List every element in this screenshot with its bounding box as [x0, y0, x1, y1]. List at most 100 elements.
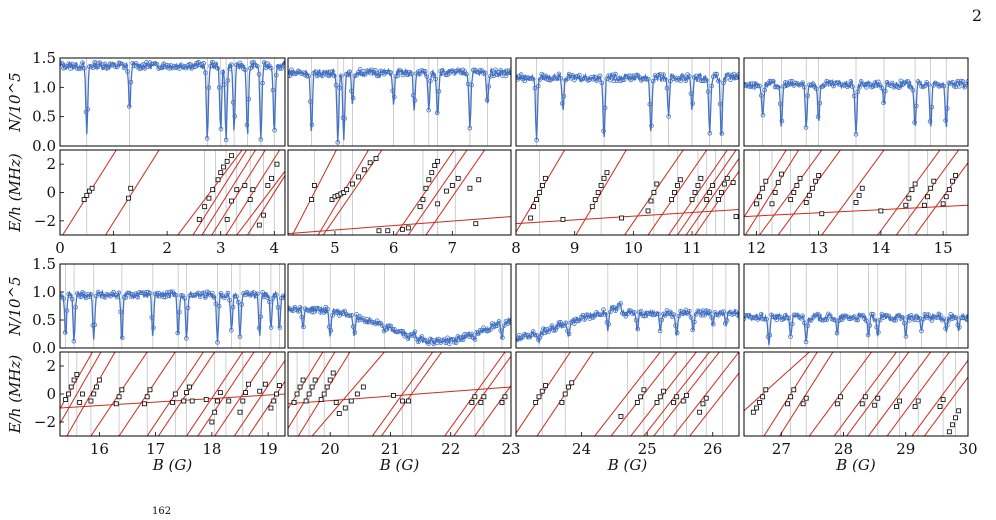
binding-energy-point — [856, 192, 862, 198]
atom-number-point — [125, 290, 130, 296]
atom-number-point — [288, 73, 293, 79]
fit-line — [877, 150, 941, 235]
atom-number-point — [92, 322, 97, 328]
atom-number-point — [244, 122, 250, 128]
atom-number-point — [337, 85, 342, 91]
atom-number-point — [297, 305, 303, 310]
binding-energy-point — [692, 190, 698, 195]
atom-number-point — [758, 311, 764, 317]
atom-number-point — [426, 341, 431, 346]
binding-energy-point — [246, 381, 251, 387]
binding-energy-point — [206, 195, 212, 201]
atom-number-point — [62, 330, 68, 335]
fit-line — [236, 170, 285, 235]
x-tick-label: 4 — [270, 239, 280, 257]
atom-number-point — [203, 295, 208, 300]
binding-energy-point — [674, 183, 680, 188]
atom-number-point — [106, 65, 111, 70]
atom-number-point — [901, 320, 907, 326]
y-tick-label: 0.5 — [32, 108, 56, 126]
panel-r4-c4: 27 28 29 30 B (G) — [743, 351, 978, 474]
atom-number-point — [697, 73, 702, 79]
atom-number-point — [649, 123, 654, 128]
binding-energy-point — [838, 394, 843, 400]
panel-frame — [287, 263, 512, 349]
atom-number-point — [534, 137, 539, 143]
binding-energy-point — [87, 188, 92, 194]
fit-line — [672, 352, 739, 436]
atom-number-point — [633, 72, 639, 78]
atom-number-point — [120, 61, 125, 67]
atom-number-point — [185, 305, 191, 311]
atom-number-point — [232, 294, 238, 299]
atom-number-point — [272, 127, 277, 133]
atom-number-point — [943, 118, 948, 123]
atom-number-point — [805, 93, 811, 99]
atom-number-point — [919, 328, 924, 334]
atom-number-point — [210, 290, 215, 296]
panel-frame — [59, 263, 286, 349]
binding-energy-point — [669, 197, 674, 202]
atom-number-point — [426, 107, 431, 113]
atom-number-point — [707, 131, 713, 136]
atom-number-point — [662, 77, 668, 82]
atom-number-point — [161, 294, 167, 300]
binding-energy-point — [256, 222, 262, 228]
binding-energy-point — [684, 392, 689, 398]
atom-number-point — [222, 82, 227, 87]
atom-number-point — [572, 321, 577, 326]
atom-number-point — [246, 96, 251, 102]
atom-number-point — [822, 317, 828, 322]
atom-number-point — [864, 318, 869, 324]
binding-energy-point — [271, 398, 277, 404]
binding-energy-point — [671, 399, 676, 405]
atom-number-point — [225, 78, 231, 83]
atom-number-point — [896, 312, 902, 318]
atom-number-point — [277, 66, 283, 71]
binding-energy-point — [234, 187, 240, 193]
atom-number-point — [724, 318, 730, 323]
binding-energy-point — [661, 388, 666, 394]
panel-r4-c1: −2 0 2 E/h (MHz) 16 17 18 19 B (G) — [6, 351, 286, 474]
panel-r3-c3 — [515, 263, 740, 349]
atom-number-point — [256, 72, 262, 77]
panel-r4-c3: 24 25 26 B (G) — [515, 351, 740, 474]
binding-energy-point — [922, 202, 927, 208]
panel-frame — [515, 263, 740, 349]
atom-number-point — [151, 325, 156, 331]
atom-number-point — [657, 328, 663, 334]
atom-number-point — [640, 313, 646, 319]
binding-energy-point — [672, 190, 677, 195]
atom-number-point — [203, 70, 208, 76]
atom-number-point — [666, 114, 671, 119]
atom-number-point — [912, 120, 917, 125]
binding-energy-point — [950, 178, 955, 184]
binding-energy-point — [903, 202, 909, 208]
atom-number-point — [472, 337, 478, 342]
atom-number-point — [788, 79, 793, 84]
binding-energy-point — [862, 394, 868, 400]
binding-energy-point — [931, 178, 937, 184]
atom-number-point — [769, 79, 774, 84]
binding-energy-point — [604, 170, 610, 176]
fit-line — [192, 150, 248, 235]
atom-number-point — [218, 126, 224, 132]
binding-energy-point — [657, 394, 663, 400]
panel-frame — [287, 351, 512, 437]
binding-energy-point — [638, 394, 644, 400]
atom-number-point — [412, 98, 418, 103]
binding-energy-point — [940, 397, 946, 403]
fit-line — [177, 150, 243, 235]
atom-number-point — [498, 328, 504, 333]
atom-number-point — [230, 304, 236, 310]
atom-number-point — [957, 325, 962, 330]
binding-energy-point — [651, 190, 657, 195]
x-tick-label: 13 — [809, 239, 828, 257]
binding-energy-point — [77, 399, 83, 405]
binding-energy-point — [472, 394, 478, 400]
atom-number-point — [374, 73, 380, 79]
panel-frame — [59, 149, 286, 236]
x-axis-label: B (G) — [152, 456, 193, 474]
atom-number-point — [532, 85, 538, 91]
binding-energy-point — [116, 394, 122, 400]
